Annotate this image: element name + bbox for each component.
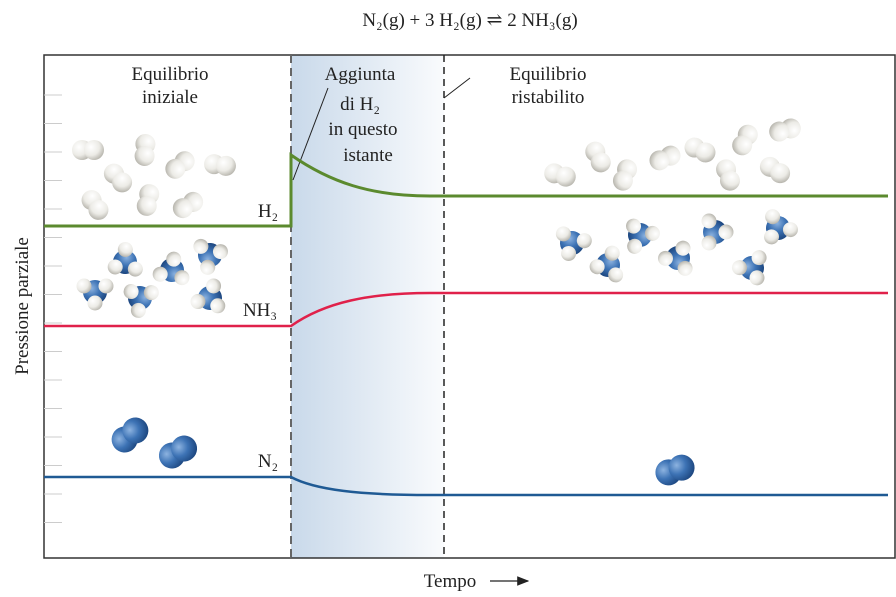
frame bbox=[44, 55, 895, 558]
annotation: iniziale bbox=[142, 87, 198, 108]
h2-molecule bbox=[610, 157, 640, 194]
h2-molecule bbox=[756, 153, 794, 187]
atom bbox=[99, 279, 114, 294]
nh3-molecule bbox=[587, 245, 624, 287]
annotation: di H₂ bbox=[340, 94, 380, 115]
h2-molecule bbox=[78, 186, 113, 224]
nh3-molecule bbox=[187, 275, 236, 324]
annotation: in questo bbox=[328, 119, 397, 140]
annotation: Aggiunta bbox=[325, 64, 396, 85]
h2-molecule bbox=[713, 157, 742, 194]
n2-molecule bbox=[652, 451, 698, 489]
curve-label: NH₃ bbox=[243, 300, 277, 321]
atom bbox=[719, 225, 734, 240]
h2-molecule bbox=[135, 182, 161, 217]
h2-molecule bbox=[169, 188, 207, 222]
curve-label: N₂ bbox=[258, 451, 278, 472]
nh3-molecule bbox=[152, 249, 194, 286]
nh3-molecule bbox=[114, 272, 162, 321]
atom bbox=[702, 214, 717, 229]
h2-molecule bbox=[542, 161, 578, 189]
y-axis-label: Pressione parziale bbox=[12, 237, 33, 375]
atom bbox=[88, 296, 103, 311]
h2-molecule bbox=[767, 116, 803, 144]
h2-molecule bbox=[582, 138, 614, 176]
n2-molecule bbox=[154, 431, 202, 474]
h2-molecule bbox=[100, 159, 136, 196]
nh3-molecule bbox=[614, 209, 663, 257]
h2-molecule bbox=[72, 140, 104, 160]
nh3-curve bbox=[44, 293, 888, 326]
annotation: ristabilito bbox=[512, 87, 585, 108]
n2-curve bbox=[44, 477, 888, 495]
h2-molecule bbox=[646, 143, 683, 174]
annotation: istante bbox=[343, 145, 393, 166]
atom bbox=[84, 140, 104, 160]
x-axis-label: Tempo bbox=[424, 571, 477, 592]
nh3-molecule bbox=[549, 224, 594, 266]
h2-molecule bbox=[681, 134, 718, 165]
equation: N₂(g) + 3 H₂(g) ⇌ 2 NH₃(g) bbox=[362, 10, 577, 31]
curve-label: H₂ bbox=[258, 201, 278, 222]
diagram: N₂(g) + 3 H₂(g) ⇌ 2 NH₃(g) H₂ NH₃ N₂ Equ… bbox=[0, 0, 896, 597]
h2-molecule bbox=[729, 121, 762, 159]
leader-line bbox=[444, 78, 470, 98]
h2-molecule bbox=[161, 147, 198, 183]
n2-molecule bbox=[106, 412, 153, 458]
nh3-molecule bbox=[702, 214, 734, 251]
h2-molecule bbox=[134, 133, 156, 166]
nh3-molecule bbox=[191, 232, 233, 277]
nh3-molecule bbox=[752, 206, 801, 254]
atom bbox=[702, 236, 717, 251]
axis-ticks bbox=[44, 95, 62, 523]
nh3-molecule bbox=[655, 233, 702, 278]
annotation: Equilibrio bbox=[131, 64, 208, 85]
h2-molecule bbox=[203, 153, 237, 177]
atom bbox=[77, 279, 92, 294]
nh3-molecule bbox=[77, 279, 114, 311]
nh3-molecule bbox=[729, 248, 776, 293]
annotation: Equilibrio bbox=[509, 64, 586, 85]
